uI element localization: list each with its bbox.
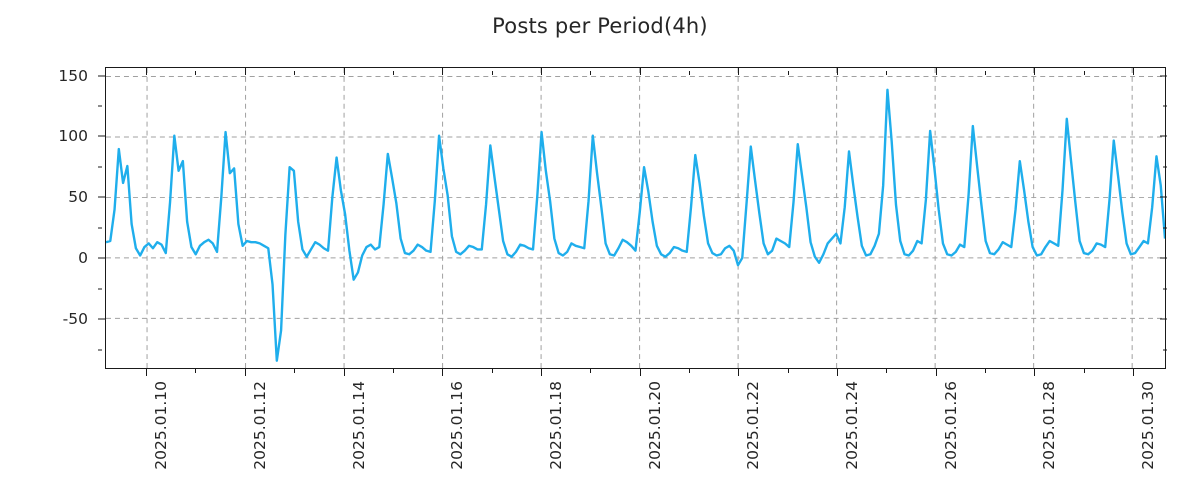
y-minor-tick-mark	[98, 288, 102, 290]
x-axis: 2025.01.10 2025.01.12 2025.01.14 2025.01.16…	[105, 369, 1166, 500]
y-tick-mark	[98, 75, 105, 77]
x-minor-tick-mark	[787, 369, 789, 373]
x-tick-mark	[540, 369, 542, 376]
y-tick-mark	[98, 257, 105, 259]
y-tick-label: 150	[58, 66, 88, 85]
x-minor-tick-mark	[1083, 369, 1085, 373]
x-tick-label: 2025.01.14	[349, 381, 368, 470]
x-tick-label: 2025.01.16	[448, 381, 467, 470]
y-tick-mark	[98, 196, 105, 198]
y-minor-tick-mark	[98, 227, 102, 229]
x-tick-mark	[935, 369, 937, 376]
x-tick-label: 2025.01.30	[1139, 381, 1158, 470]
x-tick-label: 2025.01.12	[250, 381, 269, 470]
x-tick-mark	[146, 369, 148, 376]
y-tick-label: 0	[78, 249, 88, 268]
grid-lines	[106, 68, 1165, 368]
x-tick-label: 2025.01.10	[152, 381, 171, 470]
y-tick-label: 100	[58, 127, 88, 146]
y-minor-tick-mark	[98, 349, 102, 351]
x-minor-tick-mark	[590, 369, 592, 373]
y-axis: -50 0 50 100 150	[0, 66, 105, 369]
y-tick-mark	[98, 318, 105, 320]
x-tick-mark	[244, 369, 246, 376]
y-minor-tick-mark	[98, 105, 102, 107]
x-tick-label: 2025.01.18	[546, 381, 565, 470]
y-minor-tick-mark	[98, 166, 102, 168]
x-tick-mark	[343, 369, 345, 376]
chart-title: Posts per Period(4h)	[492, 14, 708, 38]
y-tick-label: -50	[62, 310, 88, 329]
plot-area	[105, 67, 1166, 369]
x-tick-label: 2025.01.24	[843, 381, 861, 470]
x-tick-mark	[639, 369, 641, 376]
x-tick-mark	[837, 369, 838, 376]
x-minor-tick-mark	[491, 369, 493, 373]
x-tick-mark	[1034, 369, 1036, 376]
y-tick-mark	[98, 135, 105, 137]
x-tick-label: 2025.01.20	[645, 381, 664, 470]
x-minor-tick-mark	[688, 369, 690, 373]
x-minor-tick-mark	[294, 369, 296, 373]
data-series-line	[106, 88, 1165, 362]
x-tick-label: 2025.01.28	[1040, 381, 1059, 470]
x-tick-mark	[442, 369, 444, 376]
x-tick-mark	[1133, 369, 1135, 376]
y-tick-label: 50	[68, 188, 88, 207]
x-minor-tick-mark	[195, 369, 197, 373]
x-minor-tick-mark	[985, 369, 987, 373]
x-tick-mark	[738, 369, 740, 376]
x-minor-tick-mark	[392, 369, 394, 373]
x-minor-tick-mark	[886, 369, 888, 373]
x-tick-label: 2025.01.22	[744, 381, 763, 470]
x-tick-label: 2025.01.26	[941, 381, 960, 470]
